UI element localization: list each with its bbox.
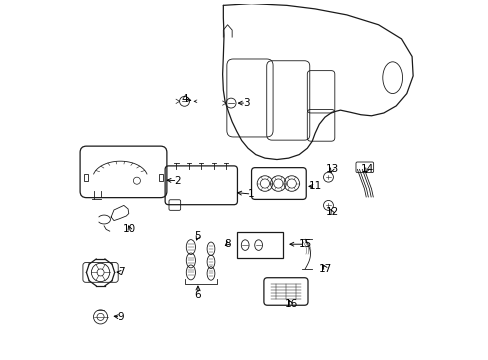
Text: 6: 6 (194, 290, 201, 300)
Text: 1: 1 (248, 189, 254, 199)
Text: 8: 8 (224, 239, 230, 248)
Text: 9: 9 (117, 312, 123, 322)
Text: 11: 11 (308, 181, 321, 192)
Text: 15: 15 (298, 239, 311, 249)
Text: 7: 7 (118, 267, 124, 278)
Text: 10: 10 (123, 224, 136, 234)
Text: 4: 4 (181, 94, 187, 104)
Text: 14: 14 (360, 165, 373, 174)
Text: 13: 13 (325, 165, 338, 174)
Text: 2: 2 (174, 176, 181, 186)
Bar (159, 174, 163, 181)
Bar (236, 232, 283, 258)
Text: 5: 5 (194, 231, 201, 242)
Text: 12: 12 (325, 207, 338, 217)
Text: 3: 3 (243, 98, 249, 108)
Text: 16: 16 (284, 299, 297, 309)
Bar (83, 174, 88, 181)
Text: 17: 17 (318, 264, 331, 274)
